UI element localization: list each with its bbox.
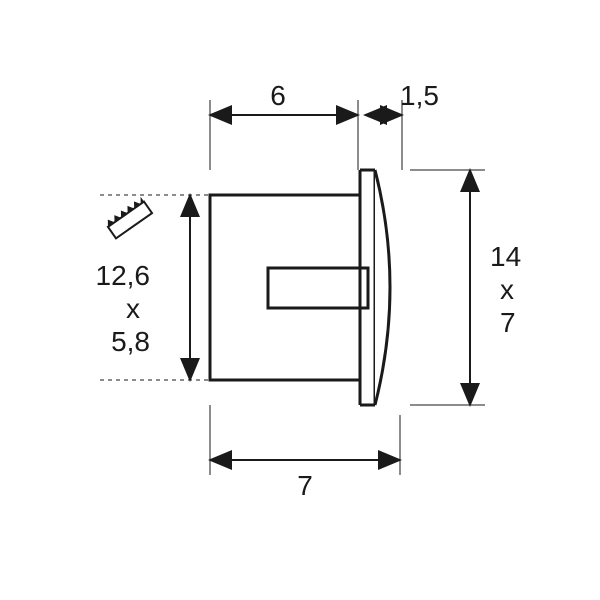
dim-right-h-label: 14 [490, 241, 521, 272]
saw-icon [105, 197, 153, 239]
dim-top-flange-label: 1,5 [400, 80, 439, 111]
dim-right-x-label: x [500, 274, 514, 305]
dim-right-d-label: 7 [500, 307, 516, 338]
dim-left-h-label: 5,8 [111, 326, 150, 357]
dim-left-w-label: 12,6 [96, 260, 151, 291]
technical-drawing: 6 1,5 12,6 x 5,8 14 x 7 7 [0, 0, 600, 600]
dim-left-x-label: x [126, 293, 140, 324]
fixture-body [210, 170, 390, 405]
dim-bottom-label: 7 [297, 470, 313, 501]
dim-top-width-label: 6 [270, 80, 286, 111]
